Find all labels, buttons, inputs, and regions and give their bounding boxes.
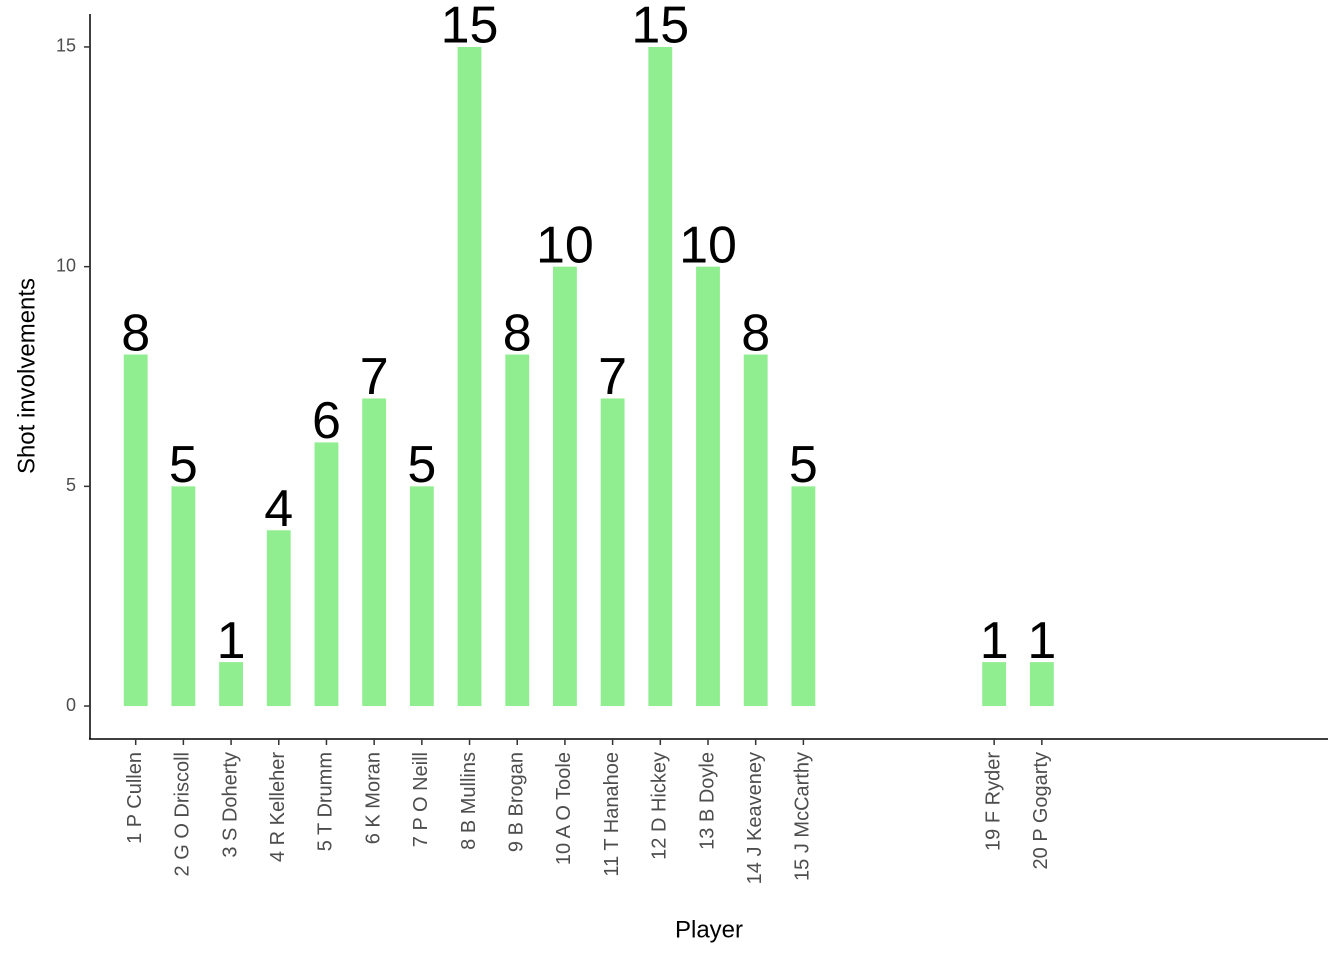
bar — [696, 266, 720, 707]
bar — [743, 354, 768, 707]
x-tick-label: 6 K Moran — [362, 752, 384, 844]
value-label: 8 — [741, 304, 770, 362]
value-label: 5 — [789, 436, 818, 494]
value-label: 5 — [407, 436, 436, 494]
x-tick-label: 7 P O Neill — [410, 752, 432, 847]
bar — [1029, 662, 1054, 707]
x-axis-title: Player — [675, 916, 743, 943]
value-label: 4 — [264, 480, 293, 538]
bar — [791, 486, 816, 707]
bar — [505, 354, 530, 707]
value-label: 8 — [503, 304, 532, 362]
value-label: 1 — [1027, 612, 1056, 670]
value-label: 10 — [536, 216, 594, 274]
x-tick-label: 11 T Hanahoe — [601, 752, 623, 877]
x-tick-label: 14 J Keaveney — [744, 752, 766, 884]
x-tick-label: 12 D Hickey — [649, 752, 671, 860]
x-tick-label: 5 T Drumm — [315, 752, 337, 851]
y-tick-label: 15 — [56, 36, 76, 56]
value-label: 1 — [980, 612, 1009, 670]
x-tick-label: 15 J McCarthy — [792, 752, 814, 881]
x-tick-label: 4 R Kelleher — [267, 752, 289, 862]
bar — [171, 486, 196, 707]
bar — [409, 486, 434, 707]
bar — [266, 530, 291, 707]
bar — [123, 354, 148, 707]
y-axis-title: Shot involvements — [13, 278, 40, 474]
bar — [648, 46, 673, 707]
value-label: 15 — [441, 0, 499, 55]
x-tick-label: 1 P Cullen — [124, 752, 146, 844]
value-label: 15 — [631, 0, 689, 55]
value-label: 10 — [679, 216, 737, 274]
y-tick-label: 10 — [56, 255, 76, 275]
x-tick-label: 3 S Doherty — [219, 752, 241, 858]
value-label: 6 — [312, 392, 341, 450]
bar — [314, 442, 339, 707]
bar — [362, 398, 387, 707]
bar — [553, 266, 577, 707]
x-tick-label: 10 A O Toole — [553, 752, 575, 865]
bar — [219, 662, 243, 707]
bar — [600, 398, 625, 707]
value-label: 8 — [121, 304, 150, 362]
value-label: 7 — [360, 348, 389, 406]
x-tick-label: 13 B Doyle — [696, 752, 718, 850]
x-tick-label: 8 B Mullins — [458, 752, 480, 850]
value-label: 1 — [217, 612, 246, 670]
x-tick-label: 19 F Ryder — [982, 752, 1004, 851]
value-label: 5 — [169, 436, 198, 494]
x-tick-label: 2 G O Driscoll — [172, 752, 194, 876]
x-tick-label: 9 B Brogan — [506, 752, 528, 852]
bar — [982, 662, 1007, 707]
bar — [457, 46, 482, 707]
y-tick-label: 5 — [66, 475, 76, 495]
x-tick-label: 20 P Gogarty — [1030, 752, 1052, 869]
value-label: 7 — [598, 348, 627, 406]
y-tick-label: 0 — [66, 695, 76, 715]
